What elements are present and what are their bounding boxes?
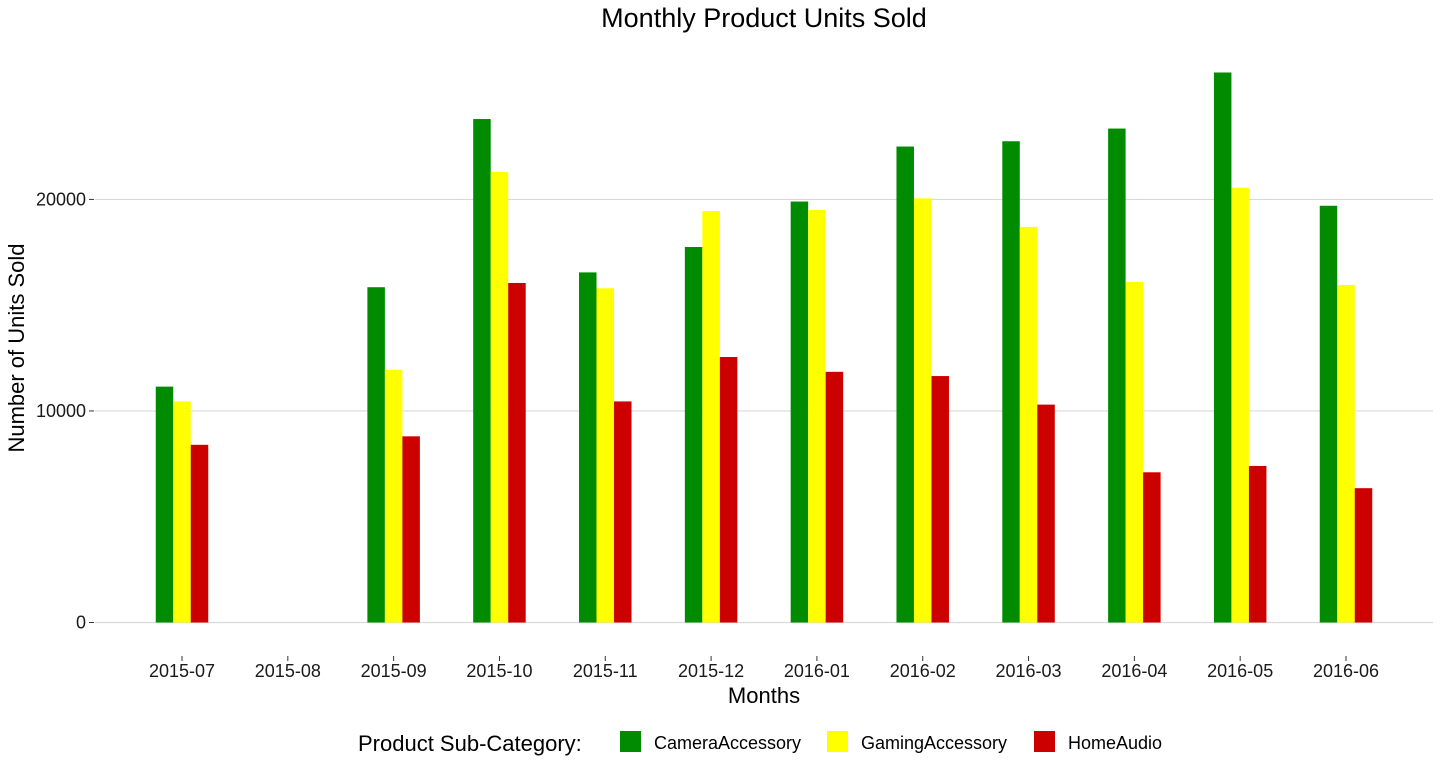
bar-CameraAccessory-2016-06 (1319, 205, 1338, 623)
x-tick-label: 2016-01 (784, 661, 850, 681)
x-tick-label: 2015-09 (361, 661, 427, 681)
bar-GamingAccessory-2016-06 (1337, 285, 1355, 623)
x-axis-title: Months (728, 683, 800, 708)
legend-title: Product Sub-Category: (358, 731, 582, 756)
bar-CameraAccessory-2016-02 (896, 146, 914, 623)
bar-HomeAudio-2016-05 (1248, 465, 1267, 623)
bar-HomeAudio-2016-04 (1143, 472, 1161, 623)
bar-HomeAudio-2016-02 (931, 376, 949, 623)
legend-swatch-GamingAccessory (827, 731, 848, 752)
x-tick-label: 2016-06 (1313, 661, 1379, 681)
bar-CameraAccessory-2016-03 (1002, 141, 1020, 623)
bar-HomeAudio-2015-11 (614, 401, 632, 623)
legend-label-CameraAccessory: CameraAccessory (654, 733, 801, 753)
y-tick-label: 20000 (36, 189, 86, 209)
chart-title: Monthly Product Units Sold (601, 3, 927, 33)
bar-CameraAccessory-2015-12 (684, 247, 703, 623)
bar-CameraAccessory-2015-07 (155, 386, 174, 623)
bars (155, 72, 1373, 623)
legend-swatch-CameraAccessory (620, 731, 641, 752)
legend-label-GamingAccessory: GamingAccessory (861, 733, 1007, 753)
y-axis-title: Number of Units Sold (4, 243, 29, 452)
y-tick-label: 0 (76, 613, 86, 633)
bar-GamingAccessory-2015-07 (173, 401, 191, 623)
bar-CameraAccessory-2016-01 (790, 201, 809, 623)
x-tick-label: 2016-03 (996, 661, 1062, 681)
y-tick-label: 10000 (36, 401, 86, 421)
bar-GamingAccessory-2015-12 (702, 211, 720, 623)
bar-CameraAccessory-2016-04 (1108, 128, 1126, 623)
bar-CameraAccessory-2015-09 (367, 287, 385, 623)
bar-CameraAccessory-2015-11 (579, 272, 597, 623)
legend-swatch-HomeAudio (1034, 731, 1055, 752)
gridlines (95, 198, 1433, 624)
bar-HomeAudio-2015-09 (402, 436, 420, 623)
bar-HomeAudio-2016-06 (1354, 488, 1373, 623)
bar-GamingAccessory-2015-10 (490, 171, 509, 623)
x-tick-label: 2015-07 (149, 661, 215, 681)
x-tick-label: 2016-02 (890, 661, 956, 681)
bar-HomeAudio-2016-01 (825, 371, 844, 623)
y-axis: 0 10000 20000 (36, 189, 94, 633)
bar-GamingAccessory-2016-04 (1125, 281, 1144, 623)
x-tick-label: 2015-08 (255, 661, 321, 681)
bar-GamingAccessory-2016-02 (913, 198, 932, 623)
x-tick-label: 2016-04 (1101, 661, 1167, 681)
x-tick-label: 2015-11 (573, 661, 638, 681)
bar-HomeAudio-2015-10 (508, 282, 526, 623)
bar-GamingAccessory-2016-05 (1231, 187, 1249, 623)
legend: Product Sub-Category: CameraAccessory Gam… (358, 731, 1162, 756)
bar-HomeAudio-2015-07 (190, 444, 209, 623)
bar-GamingAccessory-2015-11 (596, 288, 615, 623)
bar-HomeAudio-2015-12 (719, 357, 738, 623)
bar-CameraAccessory-2015-10 (473, 119, 491, 623)
legend-label-HomeAudio: HomeAudio (1068, 733, 1162, 753)
bar-GamingAccessory-2016-01 (808, 210, 826, 623)
bar-CameraAccessory-2016-05 (1213, 72, 1232, 623)
bar-GamingAccessory-2016-03 (1019, 226, 1038, 623)
x-axis: 2015-07 2015-08 2015-09 2015-10 2015-11 2015-… (149, 656, 1379, 681)
x-tick-label: 2015-10 (466, 661, 532, 681)
x-tick-label: 2016-05 (1207, 661, 1273, 681)
bar-HomeAudio-2016-03 (1037, 404, 1055, 623)
x-tick-label: 2015-12 (678, 661, 744, 681)
bar-GamingAccessory-2015-09 (384, 369, 403, 623)
